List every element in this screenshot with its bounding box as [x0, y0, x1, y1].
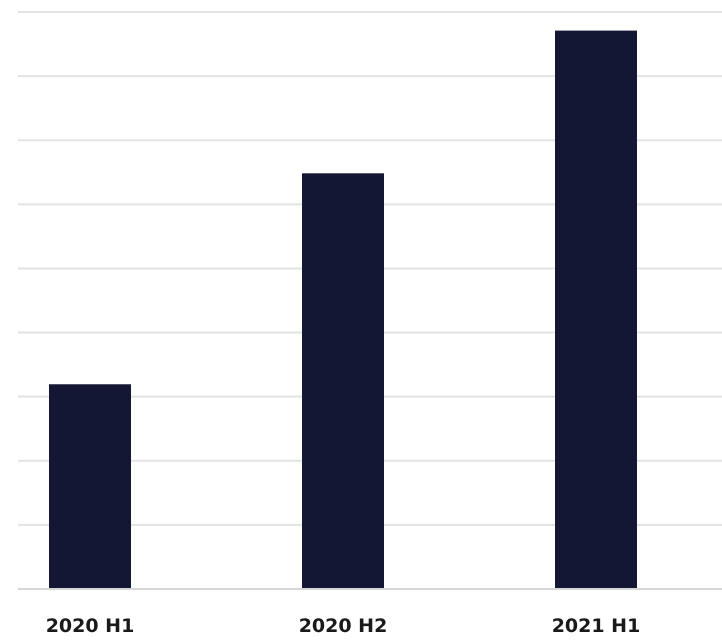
bars [49, 30, 637, 589]
x-tick-labels: 2020 H1 2020 H2 2021 H1 [46, 615, 641, 637]
bar [302, 173, 384, 589]
x-tick-label: 2020 H2 [299, 615, 388, 637]
bar [49, 384, 131, 589]
x-tick-label: 2021 H1 [552, 615, 641, 637]
x-tick-label: 2020 H1 [46, 615, 135, 637]
bar [555, 30, 637, 589]
